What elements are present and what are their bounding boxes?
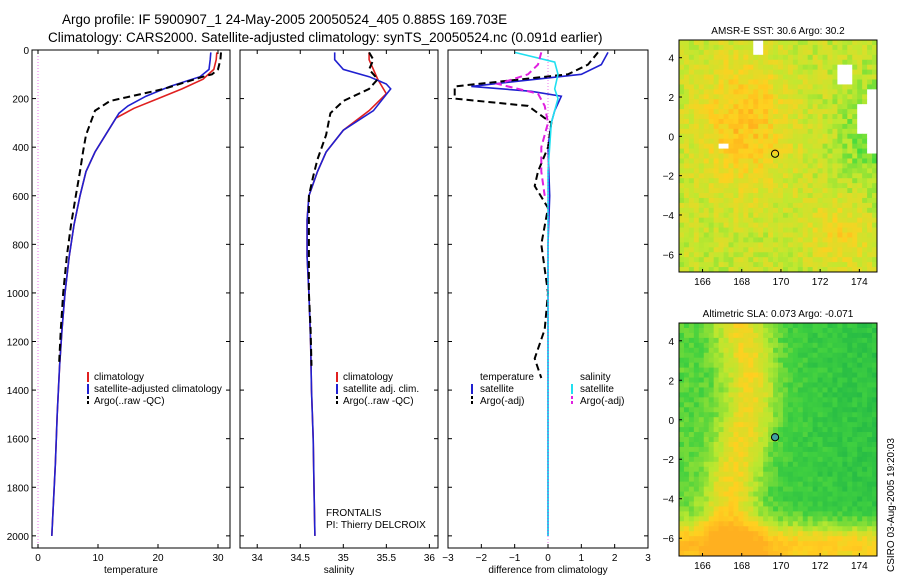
y-tick-label: −4 <box>663 211 675 222</box>
legend-entry: satellite adj. clim. <box>343 384 419 395</box>
x-tick-label: −1 <box>509 553 521 564</box>
y-tick-label: 1000 <box>7 289 30 300</box>
figure-title-line-2: Climatology: CARS2000. Satellite-adjuste… <box>48 30 603 45</box>
x-tick-label: 166 <box>694 277 711 288</box>
x-tick-label: 20 <box>152 553 164 564</box>
x-tick-label: 35 <box>338 553 350 564</box>
series-line-1-2 <box>51 52 212 536</box>
pi-annotation: PI: Thierry DELCROIX <box>326 520 426 531</box>
map-cells <box>679 323 878 557</box>
legend-entry: Argo(-adj) <box>580 396 624 407</box>
series-line-2-2 <box>306 52 392 536</box>
credit-stamp: CSIRO 03-Aug-2005 19:20:03 <box>886 438 897 572</box>
y-tick-label: 0 <box>668 416 674 427</box>
x-tick-label: −3 <box>442 553 454 564</box>
profile-panel-2: 34 34.5 35 35.5 36 salinity climatologysatelli… <box>239 49 439 576</box>
x-axis-label: difference from climatology <box>488 565 607 576</box>
profile-panel-3: −3 −2 −1 0 1 2 3 difference from climatology tem… <box>442 49 651 576</box>
plot-frame <box>239 49 439 549</box>
series-line-2-3 <box>307 51 380 366</box>
x-tick-label: 168 <box>733 561 750 572</box>
legend-heading: temperature <box>480 372 534 383</box>
map-panel-2: 166 168 170 172 174 −6 −4 −2 0 2 4 Altimetric SLA: … <box>663 309 878 572</box>
profile-panel-1: 0 10 20 30 temperature 0 200 400 600 800 1000 1200 1… <box>7 46 231 576</box>
x-tick-label: 1 <box>579 553 585 564</box>
y-tick-label: 600 <box>12 192 29 203</box>
x-tick-label: 30 <box>212 553 224 564</box>
legend-entry: satellite <box>480 384 514 395</box>
legend-entry: Argo(..raw -QC) <box>343 396 414 407</box>
y-tick-label: 2000 <box>7 532 30 543</box>
y-tick-label: 1600 <box>7 435 30 446</box>
y-tick-label: −4 <box>663 495 675 506</box>
x-axis-label: temperature <box>104 565 158 576</box>
x-tick-label: −2 <box>476 553 488 564</box>
x-tick-label: 174 <box>851 277 868 288</box>
map-panel-1: 166 168 170 172 174 −6 −4 −2 0 2 4 AMSR-E SST: 30.6… <box>663 26 878 288</box>
series-line-3-4 <box>494 52 550 196</box>
y-tick-label: −2 <box>663 455 675 466</box>
y-tick-label: −6 <box>663 250 675 261</box>
y-tick-label: 0 <box>668 132 674 143</box>
x-tick-label: 2 <box>612 553 618 564</box>
map-cells <box>679 40 878 273</box>
map-frame <box>678 322 878 557</box>
series-line-3-3 <box>514 51 559 536</box>
y-tick-label: 400 <box>12 143 29 154</box>
argo-location-marker <box>770 433 780 442</box>
x-tick-label: 0 <box>35 553 41 564</box>
y-tick-label: 800 <box>12 240 29 251</box>
argo-location-marker <box>770 149 780 158</box>
series-line-1-3 <box>58 52 222 366</box>
x-tick-label: 172 <box>812 561 829 572</box>
x-tick-label: 10 <box>92 553 104 564</box>
x-tick-label: 172 <box>812 277 829 288</box>
series-line-1-1 <box>51 52 218 536</box>
series-line-3-2 <box>453 51 599 379</box>
map-title: AMSR-E SST: 30.6 Argo: 30.2 <box>711 26 845 37</box>
pi-annotation: FRONTALIS <box>326 508 382 519</box>
y-tick-label: 0 <box>23 46 29 57</box>
legend-entry: satellite-adjusted climatology <box>94 384 222 395</box>
x-tick-label: 3 <box>645 553 651 564</box>
legend-entry: climatology <box>343 372 393 383</box>
y-tick-label: 1400 <box>7 386 30 397</box>
legend-entry: climatology <box>94 372 144 383</box>
x-axis-label: salinity <box>324 565 355 576</box>
legend-entry: Argo(-adj) <box>480 396 524 407</box>
legend-entry: Argo(..raw -QC) <box>94 396 165 407</box>
series-line-2-1 <box>306 52 388 536</box>
x-tick-label: 36 <box>424 553 436 564</box>
y-tick-label: 2 <box>668 376 674 387</box>
y-tick-label: −2 <box>663 172 675 183</box>
y-tick-label: −6 <box>663 534 675 545</box>
y-tick-label: 1200 <box>7 338 30 349</box>
x-tick-label: 0 <box>545 553 551 564</box>
legend-entry: satellite <box>580 384 614 395</box>
x-tick-label: 170 <box>773 277 790 288</box>
x-tick-label: 174 <box>851 561 868 572</box>
map-frame <box>678 39 878 273</box>
y-tick-label: 4 <box>668 337 674 348</box>
y-tick-label: 2 <box>668 93 674 104</box>
x-tick-label: 166 <box>694 561 711 572</box>
plot-frame <box>31 49 231 549</box>
x-tick-label: 168 <box>733 277 750 288</box>
y-tick-label: 4 <box>668 54 674 65</box>
x-tick-label: 34 <box>252 553 264 564</box>
y-tick-label: 1800 <box>7 483 30 494</box>
y-tick-label: 200 <box>12 95 29 106</box>
x-tick-label: 170 <box>773 561 790 572</box>
figure-title-line-1: Argo profile: IF 5900907_1 24-May-2005 2… <box>62 12 508 27</box>
series-line-3-1 <box>471 52 609 536</box>
map-title: Altimetric SLA: 0.073 Argo: -0.071 <box>703 309 854 320</box>
x-tick-label: 34.5 <box>291 553 311 564</box>
x-tick-label: 35.5 <box>377 553 397 564</box>
legend-heading: salinity <box>580 372 611 383</box>
